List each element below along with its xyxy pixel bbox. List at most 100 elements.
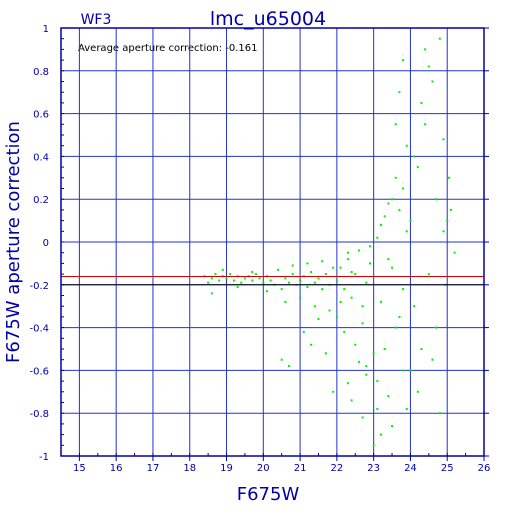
data-point xyxy=(291,273,294,276)
data-point xyxy=(398,208,401,211)
chart-grid xyxy=(60,27,489,461)
data-point xyxy=(391,425,394,428)
y-tick-label: 0.2 xyxy=(33,195,49,206)
data-point xyxy=(402,369,405,372)
data-point xyxy=(409,369,412,372)
data-point xyxy=(335,315,338,318)
data-point xyxy=(413,305,416,308)
x-tick-label: 24 xyxy=(404,463,417,474)
x-tick-label: 25 xyxy=(441,463,454,474)
data-point xyxy=(446,219,449,222)
data-point xyxy=(424,123,427,126)
data-point xyxy=(438,412,441,415)
data-point xyxy=(402,187,405,190)
data-point xyxy=(346,251,349,254)
data-point xyxy=(324,352,327,355)
y-tick-label: 0.6 xyxy=(33,110,49,121)
data-point xyxy=(405,230,408,233)
data-point xyxy=(387,395,390,398)
x-tick-label: 16 xyxy=(110,463,123,474)
data-point xyxy=(306,285,309,288)
data-point xyxy=(427,65,430,68)
y-tick-label: -0.4 xyxy=(29,324,49,335)
data-point xyxy=(435,198,438,201)
x-tick-label: 26 xyxy=(478,463,491,474)
data-point xyxy=(280,288,283,291)
data-point xyxy=(288,281,291,284)
data-point xyxy=(365,373,368,376)
y-tick-label: 0 xyxy=(43,238,49,249)
y-tick-label: 0.8 xyxy=(33,67,49,78)
x-tick-label: 21 xyxy=(294,463,307,474)
data-point xyxy=(354,343,357,346)
y-tick-label: 0.4 xyxy=(33,152,49,163)
data-point xyxy=(391,198,394,201)
data-point xyxy=(291,264,294,267)
data-point xyxy=(402,288,405,291)
data-point xyxy=(431,80,434,83)
data-point xyxy=(380,433,383,436)
chart-subtitle: WF3 xyxy=(81,12,112,28)
y-tick-label: 1 xyxy=(43,24,49,35)
data-point xyxy=(328,309,331,312)
data-point xyxy=(376,380,379,383)
data-point xyxy=(243,277,246,280)
data-point xyxy=(357,360,360,363)
data-point xyxy=(332,266,335,269)
data-point xyxy=(365,365,368,368)
data-point xyxy=(420,101,423,104)
data-point xyxy=(387,258,390,261)
data-point xyxy=(321,288,324,291)
data-point xyxy=(376,236,379,239)
plot-frame xyxy=(60,27,485,457)
data-point xyxy=(435,326,438,329)
data-point xyxy=(339,300,342,303)
data-point xyxy=(214,273,217,276)
data-point xyxy=(251,279,254,282)
data-point xyxy=(251,270,254,273)
data-point xyxy=(343,288,346,291)
data-point xyxy=(416,166,419,169)
x-tick-label: 20 xyxy=(257,463,270,474)
x-tick-label: 22 xyxy=(331,463,344,474)
data-point xyxy=(424,48,427,51)
data-point xyxy=(232,279,235,282)
data-point xyxy=(321,260,324,263)
y-tick-label: -0.8 xyxy=(29,409,49,420)
y-tick-label: -0.6 xyxy=(29,366,49,377)
data-point xyxy=(448,176,451,179)
data-point xyxy=(277,268,280,271)
data-point xyxy=(310,270,313,273)
data-point xyxy=(376,407,379,410)
data-point xyxy=(387,202,390,205)
data-point xyxy=(339,266,342,269)
data-point xyxy=(394,176,397,179)
data-point xyxy=(269,279,272,282)
data-point xyxy=(383,215,386,218)
data-point xyxy=(258,277,261,280)
x-tick-label: 15 xyxy=(73,463,86,474)
data-point xyxy=(438,37,441,40)
data-point xyxy=(350,399,353,402)
y-tick-label: -0.2 xyxy=(29,281,49,292)
data-point xyxy=(442,230,445,233)
data-point xyxy=(313,281,316,284)
data-point xyxy=(310,343,313,346)
data-point xyxy=(299,296,302,299)
chart-annotation: Average aperture correction: -0.161 xyxy=(78,43,258,54)
data-point xyxy=(207,281,210,284)
data-point xyxy=(453,251,456,254)
data-point xyxy=(416,390,419,393)
data-point xyxy=(357,249,360,252)
data-point xyxy=(229,273,232,276)
x-tick-label: 19 xyxy=(220,463,233,474)
data-point xyxy=(383,348,386,350)
data-point xyxy=(405,407,408,410)
data-point xyxy=(405,144,408,147)
data-point xyxy=(299,279,302,282)
data-point xyxy=(221,268,224,271)
data-point xyxy=(254,273,257,276)
data-point xyxy=(394,123,397,126)
data-point xyxy=(372,352,375,355)
